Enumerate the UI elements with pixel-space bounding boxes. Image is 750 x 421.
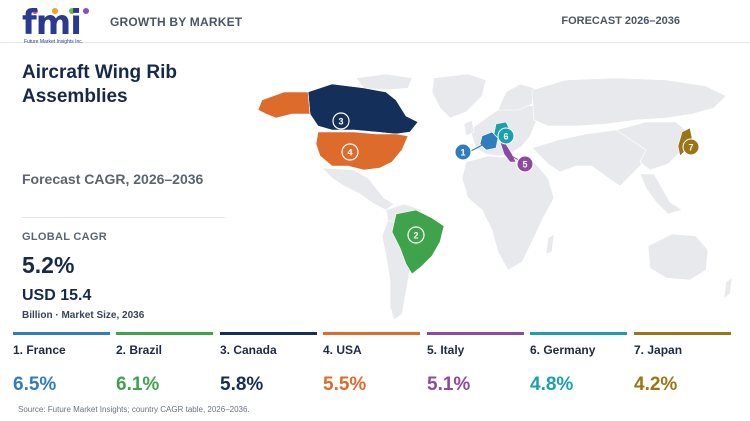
page-subtitle: Forecast CAGR, 2026–2036 — [22, 171, 204, 187]
country-color-bar — [13, 332, 110, 335]
marker-usa-label: 4 — [347, 148, 352, 158]
map-australia — [647, 233, 709, 281]
forecast-label: FORECAST 2026–2036 — [561, 15, 680, 27]
country-name: 6. Germany — [530, 343, 596, 357]
map-russia — [531, 77, 727, 127]
map-france — [479, 131, 499, 151]
country-name: 1. France — [13, 343, 66, 357]
logo-text: fmi — [22, 3, 82, 43]
country-card-italy: 5. Italy 5.1% — [427, 332, 524, 402]
panel-divider — [22, 217, 225, 218]
map-arctic-islands — [355, 73, 413, 91]
country-card-canada: 3. Canada 5.8% — [220, 332, 317, 402]
marker-brazil-label: 2 — [413, 231, 418, 241]
marker-italy-label: 5 — [522, 160, 527, 170]
marker-germany-label: 6 — [503, 132, 508, 142]
country-card-usa: 4. USA 5.5% — [323, 332, 420, 402]
logo-subtitle: Future Market Insights Inc. — [24, 39, 84, 45]
map-asia-south — [531, 129, 657, 187]
source-note: Source: Future Market Insights; country … — [18, 405, 250, 414]
logo-dots-icon — [32, 8, 89, 14]
map-new-zealand — [723, 277, 733, 299]
country-color-bar — [427, 332, 524, 335]
global-cagr-label: GLOBAL CAGR — [22, 231, 107, 243]
marker-canada: 3 — [332, 112, 350, 130]
country-cagr-strip: 1. France 6.5% 2. Brazil 6.1% 3. Canada … — [13, 332, 738, 402]
map-southeast-asia — [639, 173, 683, 215]
country-color-bar — [634, 332, 731, 335]
country-cagr: 6.1% — [116, 374, 160, 395]
country-cagr: 4.2% — [634, 374, 678, 395]
marker-italy: 5 — [516, 155, 534, 173]
map-mexico — [321, 167, 395, 211]
marker-japan-label: 7 — [688, 143, 693, 153]
map-canada — [307, 83, 419, 135]
marker-france: 1 — [454, 143, 472, 161]
map-greenland — [431, 73, 487, 119]
market-size-label: Billion · Market Size, 2036 — [22, 310, 145, 321]
country-card-france: 1. France 6.5% — [13, 332, 110, 402]
country-color-bar — [116, 332, 213, 335]
marker-france-label: 1 — [460, 148, 465, 158]
country-name: 7. Japan — [634, 343, 683, 357]
country-cagr: 5.8% — [220, 374, 264, 395]
country-name: 2. Brazil — [116, 343, 163, 357]
fmi-logo: fmi Future Market Insights Inc. — [22, 6, 92, 48]
header-bar: fmi Future Market Insights Inc. GROWTH B… — [0, 0, 750, 45]
map-alaska — [257, 91, 311, 119]
marker-japan: 7 — [682, 138, 700, 156]
map-uk — [463, 119, 475, 137]
country-card-germany: 6. Germany 4.8% — [530, 332, 627, 402]
country-cagr: 5.1% — [427, 374, 471, 395]
section-label: GROWTH BY MARKET — [110, 15, 243, 29]
country-cagr: 4.8% — [530, 374, 574, 395]
market-size-value: USD 15.4 — [22, 287, 92, 304]
country-name: 4. USA — [323, 343, 362, 357]
country-card-brazil: 2. Brazil 6.1% — [116, 332, 213, 402]
map-brazil — [391, 209, 445, 275]
country-card-japan: 7. Japan 4.2% — [634, 332, 731, 402]
country-color-bar — [220, 332, 317, 335]
country-cagr: 6.5% — [13, 374, 57, 395]
map-scandinavia — [497, 83, 535, 111]
country-cagr: 5.5% — [323, 374, 367, 395]
page-title: Aircraft Wing Rib Assemblies — [22, 62, 177, 107]
map-east-asia — [615, 121, 689, 171]
country-color-bar — [323, 332, 420, 335]
marker-canada-label: 3 — [338, 117, 343, 127]
marker-brazil: 2 — [407, 226, 425, 244]
map-usa — [315, 131, 409, 171]
country-color-bar — [530, 332, 627, 335]
map-africa — [461, 155, 555, 271]
country-name: 3. Canada — [220, 343, 277, 357]
world-map: 1 2 3 4 5 6 7 — [257, 73, 733, 321]
map-madagascar — [545, 233, 555, 255]
country-name: 5. Italy — [427, 343, 465, 357]
marker-usa: 4 — [341, 143, 359, 161]
marker-germany: 6 — [497, 127, 515, 145]
global-cagr-value: 5.2% — [22, 252, 75, 278]
